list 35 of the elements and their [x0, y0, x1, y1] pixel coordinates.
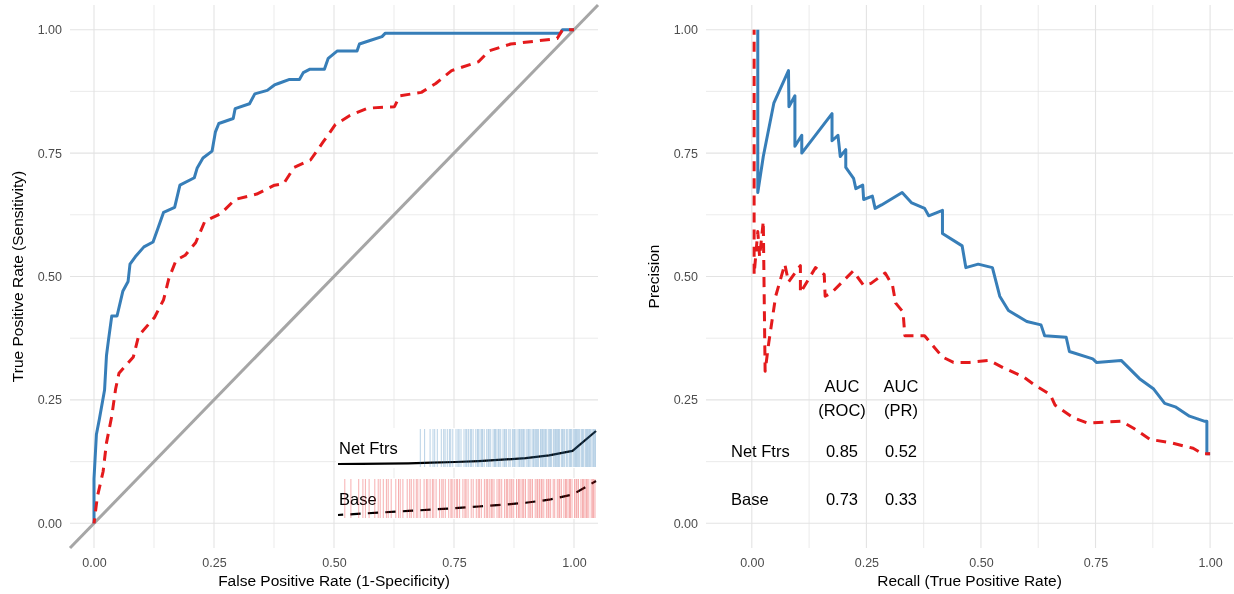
y-tick-label: 0.25 — [37, 393, 63, 408]
y-tick-label: 0.50 — [37, 270, 63, 284]
x-tick-label: 0.50 — [322, 555, 347, 570]
annotation: 0.52 — [884, 442, 918, 460]
x-tick-label: 0.25 — [854, 555, 880, 570]
y-tick-label: 0.00 — [673, 516, 699, 531]
annotation: 0.73 — [825, 490, 859, 508]
text: Net Ftrs — [339, 439, 398, 457]
x-tick-label: 0.00 — [740, 555, 765, 570]
y-tick-label: 0.75 — [37, 146, 63, 161]
annotation: 0.33 — [884, 490, 918, 508]
x-tick-label: 1.00 — [562, 555, 587, 570]
y-tick-label: 0.75 — [673, 146, 699, 161]
x-tick-label: 0.25 — [202, 555, 227, 570]
y-tick-label: 0.00 — [37, 516, 63, 531]
line-series — [92, 28, 576, 525]
y-tick-label: 0.50 — [673, 270, 699, 284]
y-axis-title: Precision — [645, 244, 662, 309]
x-tick-label: 0.00 — [82, 555, 107, 570]
annotation: Base — [731, 490, 769, 508]
annotation: AUC (ROC) — [818, 377, 866, 419]
annotation: 0.85 — [825, 442, 859, 460]
x-tick-label: 0.75 — [442, 555, 467, 570]
y-axis-title: True Positive Rate (Sensitivity) — [9, 170, 26, 383]
x-axis-title: False Positive Rate (1-Specificity) — [218, 572, 450, 589]
text: Base — [339, 489, 377, 508]
x-tick-label: 0.50 — [969, 555, 994, 570]
y-tick-label: 0.25 — [673, 393, 699, 408]
x-axis-title: Recall (True Positive Rate) — [877, 572, 1062, 589]
x-tick-label: 1.00 — [1198, 555, 1223, 570]
annotation: AUC (PR) — [883, 377, 919, 419]
annotation: Net Ftrs — [731, 442, 790, 460]
y-tick-label: 1.00 — [37, 23, 63, 38]
y-tick-label: 1.00 — [673, 23, 699, 38]
x-tick-label: 0.75 — [1083, 555, 1109, 570]
